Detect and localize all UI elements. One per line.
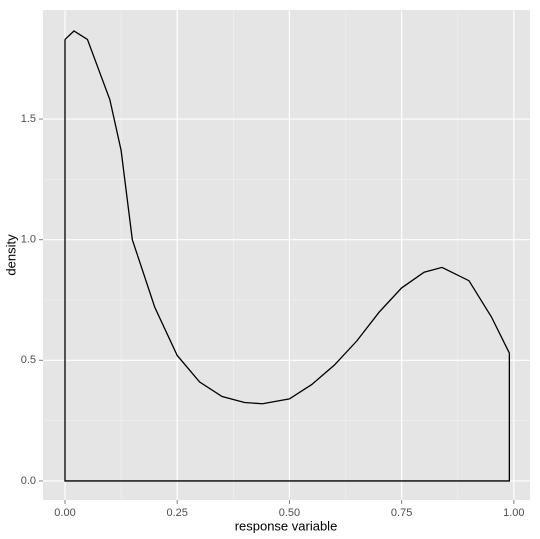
panel — [43, 10, 530, 500]
y-tick-label: 0.0 — [21, 475, 36, 487]
x-tick-label: 0.75 — [391, 507, 412, 519]
density-curve — [64, 30, 510, 405]
x-tick-label: 1.00 — [503, 507, 524, 519]
y-tick-label: 1.5 — [21, 113, 36, 125]
x-tick-label: 0.25 — [166, 507, 187, 519]
y-axis-title: density — [3, 234, 18, 276]
y-tick-label: 1.0 — [21, 234, 36, 246]
y-tick-label: 0.5 — [21, 354, 36, 366]
x-tick-label: 0.00 — [54, 507, 75, 519]
x-axis-title: response variable — [235, 518, 338, 533]
density-outline — [64, 39, 511, 482]
x-tick-label: 0.50 — [279, 507, 300, 519]
